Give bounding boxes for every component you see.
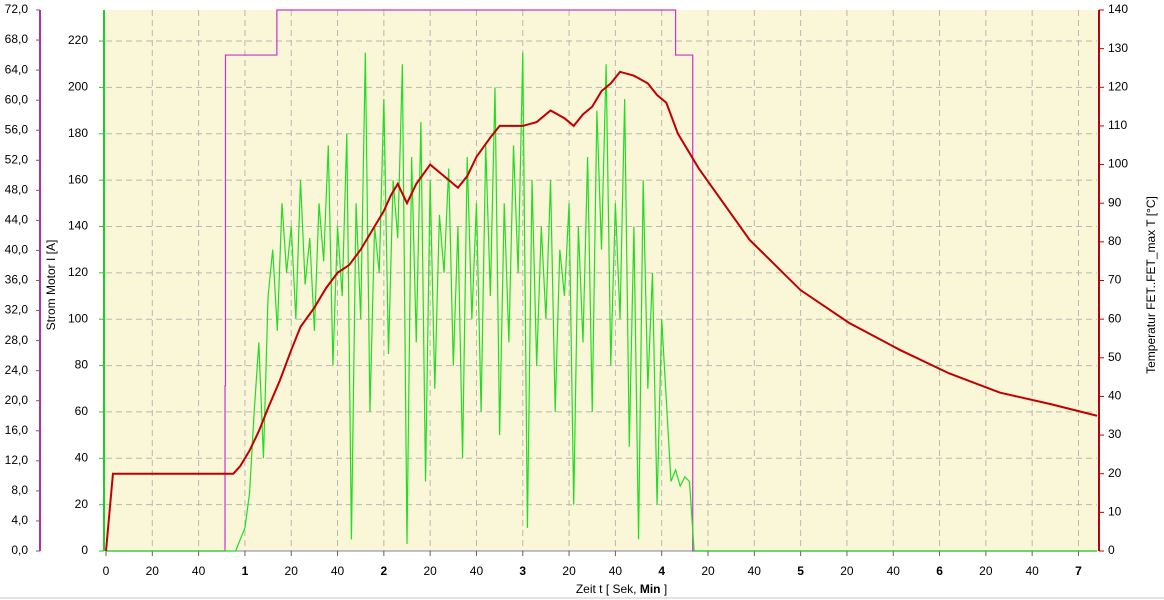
y-tick-label: 20,0 xyxy=(5,393,29,407)
y2-tick-label: 80 xyxy=(1108,234,1122,248)
y3-tick-label: 140 xyxy=(68,219,88,233)
x-tick-label: 40 xyxy=(192,564,206,578)
y2-tick-label: 10 xyxy=(1108,505,1122,519)
x-tick-label: 7 xyxy=(1075,564,1082,578)
y-tick-label: 28,0 xyxy=(5,333,29,347)
x-tick-label: 20 xyxy=(701,564,715,578)
y-tick-label: 68,0 xyxy=(5,32,29,46)
x-tick-label: 20 xyxy=(840,564,854,578)
y3-tick-label: 120 xyxy=(68,265,88,279)
y2-tick-label: 40 xyxy=(1108,389,1122,403)
y-tick-label: 12,0 xyxy=(5,453,29,467)
x-tick-label: 20 xyxy=(979,564,993,578)
y3-tick-label: 20 xyxy=(75,497,89,511)
y2-tick-label: 120 xyxy=(1108,79,1128,93)
y3-tick-label: 60 xyxy=(75,404,89,418)
y2-tick-label: 130 xyxy=(1108,41,1128,55)
plot-area xyxy=(106,10,1097,551)
y3-tick-label: 40 xyxy=(75,450,89,464)
y2-tick-label: 110 xyxy=(1108,118,1127,132)
y2-tick-label: 140 xyxy=(1108,2,1128,16)
y-tick-label: 4,0 xyxy=(11,513,28,527)
x-tick-label: 40 xyxy=(748,564,762,578)
y2-tick-label: 90 xyxy=(1108,195,1122,209)
x-tick-label: 5 xyxy=(797,564,804,578)
y3-tick-label: 180 xyxy=(68,126,88,140)
x-tick-label: 20 xyxy=(146,564,160,578)
y-tick-label: 64,0 xyxy=(5,62,29,76)
y-tick-label: 48,0 xyxy=(5,183,29,197)
y2-tick-label: 30 xyxy=(1108,427,1122,441)
x-tick-label: 1 xyxy=(242,564,249,578)
x-axis-label-part: Zeit t [ Sek, xyxy=(576,582,640,596)
y3-tick-label: 200 xyxy=(68,80,88,94)
x-tick-label: 20 xyxy=(423,564,437,578)
x-tick-label: 20 xyxy=(562,564,576,578)
y3-tick-label: 0 xyxy=(81,543,88,557)
x-tick-label: 40 xyxy=(331,564,345,578)
y2-tick-label: 60 xyxy=(1108,311,1122,325)
x-tick-label: 40 xyxy=(470,564,484,578)
y2-tick-label: 0 xyxy=(1108,543,1115,557)
y-tick-label: 8,0 xyxy=(11,483,28,497)
y-tick-label: 40,0 xyxy=(5,243,29,257)
x-tick-label: 40 xyxy=(609,564,623,578)
y-tick-label: 16,0 xyxy=(5,423,29,437)
x-axis-label-part: ] xyxy=(661,582,668,596)
y-tick-label: 72,0 xyxy=(5,2,29,16)
y-tick-label: 36,0 xyxy=(5,273,29,287)
x-tick-label: 20 xyxy=(285,564,299,578)
x-tick-label: 0 xyxy=(103,564,110,578)
y-tick-label: 44,0 xyxy=(5,213,29,227)
y2-tick-label: 50 xyxy=(1108,350,1122,364)
x-tick-label: 6 xyxy=(936,564,943,578)
x-axis-label: Zeit t [ Sek, Min ] xyxy=(576,582,667,596)
x-tick-label: 3 xyxy=(519,564,526,578)
y-tick-label: 24,0 xyxy=(5,363,29,377)
y3-tick-label: 160 xyxy=(68,172,88,186)
y2-tick-label: 20 xyxy=(1108,466,1122,480)
y-tick-label: 52,0 xyxy=(5,152,29,166)
y3-tick-label: 80 xyxy=(75,358,89,372)
y2-tick-label: 100 xyxy=(1108,157,1128,171)
x-tick-label: 4 xyxy=(658,564,665,578)
x-tick-label: 2 xyxy=(381,564,388,578)
x-axis-label-part: Min xyxy=(640,582,661,596)
series-line xyxy=(106,9,1097,552)
y2-axis-label: Temperatur FET..FET_max T [°C] xyxy=(1144,196,1158,374)
y-tick-label: 60,0 xyxy=(5,92,29,106)
y3-tick-label: 100 xyxy=(68,311,88,325)
y-tick-label: 32,0 xyxy=(5,303,29,317)
series-line xyxy=(106,52,1097,552)
x-tick-label: 40 xyxy=(1025,564,1039,578)
y3-tick-label: 220 xyxy=(68,33,88,47)
y-tick-label: 0,0 xyxy=(11,543,28,557)
y-tick-label: 56,0 xyxy=(5,122,29,136)
y2-tick-label: 70 xyxy=(1108,273,1122,287)
series-line xyxy=(105,70,1098,552)
x-tick-label: 40 xyxy=(887,564,901,578)
y3-axis-label: Strom Motor I [A] xyxy=(44,240,58,331)
